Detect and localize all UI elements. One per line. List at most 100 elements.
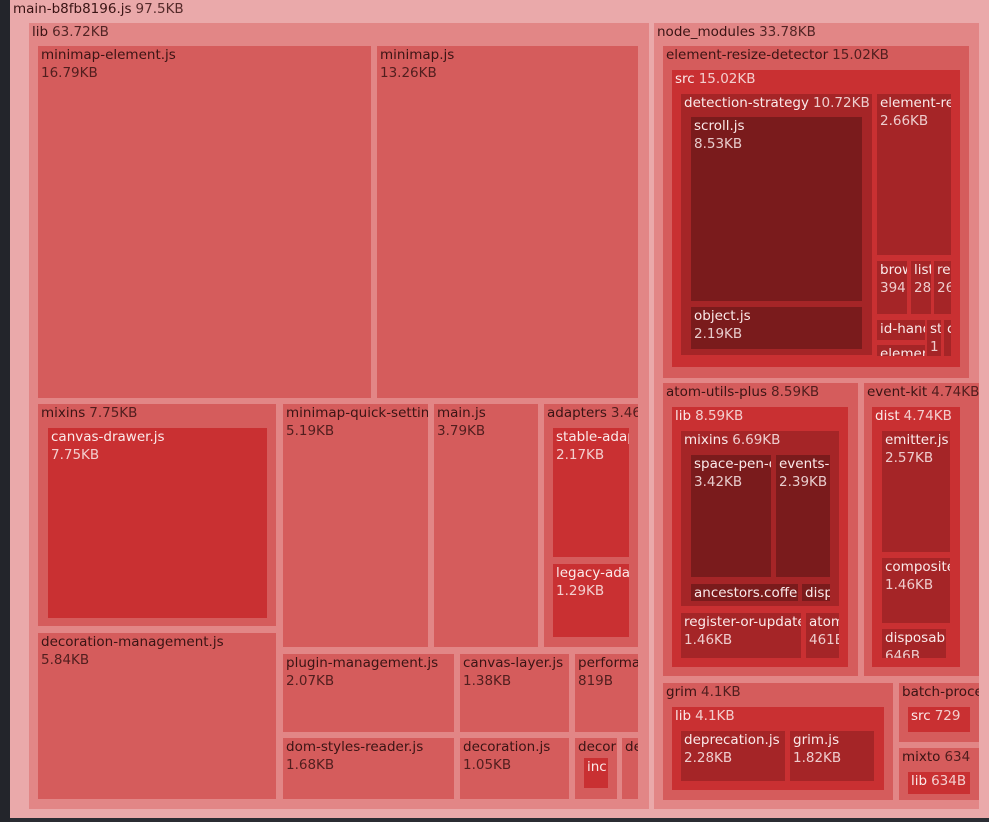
node-name: mixins [684, 432, 729, 448]
node-size: 4.74KB [931, 384, 979, 400]
treemap-node-reporter[interactable]: reporter 26 [934, 261, 951, 314]
treemap-node-label: dist 4.74KB [875, 407, 952, 425]
treemap-node-element-resize-detector-js[interactable]: element-resize-detector.js 2.66KB [877, 94, 951, 255]
treemap-node-dom-styles-reader-js[interactable]: dom-styles-reader.js 1.68KB [283, 738, 454, 799]
treemap-node-label: element-resize-detector 15.02KB [666, 46, 889, 64]
node-size: 8.59KB [695, 408, 744, 424]
treemap-node-label: c [947, 320, 951, 338]
node-name: lib [911, 773, 928, 789]
treemap-node-include[interactable]: include [584, 758, 608, 788]
node-size: 63.72KB [52, 24, 109, 40]
node-name: canvas-layer.js [463, 655, 564, 671]
treemap-node-label: events-delegation 2.39KB [779, 455, 830, 491]
treemap-node-disp[interactable]: disp [802, 584, 830, 601]
node-name: stable-adapter.js [556, 429, 629, 445]
node-size: 6.69KB [732, 432, 781, 448]
node-size: 16.79KB [41, 65, 98, 81]
node-name: element-utils [880, 346, 925, 356]
treemap-node-lib[interactable]: lib 634B [908, 772, 970, 794]
node-name: main.js [437, 405, 486, 421]
treemap-node-composite-disposable-js[interactable]: composite-disposable.js 1.46KB [882, 558, 950, 623]
treemap-node-label: decoration-management.js 5.84KB [41, 633, 224, 669]
node-size: 8.59KB [771, 384, 820, 400]
treemap-node-decoration-js[interactable]: decoration.js 1.05KB [460, 738, 569, 799]
node-size: 1.46KB [684, 632, 733, 648]
treemap-node-label: src 15.02KB [675, 70, 755, 88]
node-name: atom-utils-plus [666, 384, 768, 400]
treemap-node-canvas-layer-js[interactable]: canvas-layer.js 1.38KB [460, 654, 569, 732]
treemap-node-canvas-drawer-js[interactable]: canvas-drawer.js 7.75KB [48, 428, 267, 618]
node-name: event-kit [867, 384, 928, 400]
node-size: 2.28KB [684, 750, 733, 766]
node-size: 1.05KB [463, 757, 512, 773]
treemap-node-main-js[interactable]: main.js 3.79KB [434, 404, 538, 647]
treemap-node-c[interactable]: c [944, 320, 951, 356]
node-name: disposable.js [885, 630, 946, 646]
node-name: lib [675, 408, 692, 424]
treemap-node-legacy-adapter-js[interactable]: legacy-adapter.js 1.29KB [553, 564, 629, 637]
node-name: events-delegation [779, 456, 830, 472]
treemap-node-state[interactable]: state 1 [927, 320, 941, 356]
treemap-node-minimap-element-js[interactable]: minimap-element.js 16.79KB [38, 46, 371, 398]
treemap-node-label: register-or-update 1.46KB [684, 613, 801, 649]
treemap-node-deprecation-js[interactable]: deprecation.js 2.28KB [681, 731, 785, 781]
treemap-node-label: de [625, 738, 638, 756]
treemap-node-space-pen-dom-methods[interactable]: space-pen-dom-methods 3.42KB [691, 455, 771, 577]
treemap-node-decoration-management-js[interactable]: decoration-management.js 5.84KB [38, 633, 276, 799]
treemap-node-stable-adapter-js[interactable]: stable-adapter.js 2.17KB [553, 428, 629, 557]
node-name: deprecation.js [684, 732, 780, 748]
treemap-node-label: node_modules 33.78KB [657, 23, 816, 41]
node-name: state [930, 321, 941, 337]
node-name: performance [578, 655, 638, 671]
treemap-node-browser-detector[interactable]: browser-detector 394B [877, 261, 907, 314]
treemap-node-scroll-js[interactable]: scroll.js 8.53KB [691, 117, 862, 301]
treemap-node-object-js[interactable]: object.js 2.19KB [691, 307, 862, 349]
node-size: 8.53KB [694, 136, 743, 152]
node-size: 1.82KB [793, 750, 842, 766]
node-size: 4.1KB [701, 684, 741, 700]
treemap-node-minimap-quick-settings[interactable]: minimap-quick-settings 5.19KB [283, 404, 428, 647]
node-name: detection-strategy [684, 95, 809, 111]
treemap-node-emitter-js[interactable]: emitter.js 2.57KB [882, 431, 950, 552]
node-name: ancestors.coffee [694, 585, 798, 601]
treemap-node-id-handler[interactable]: id-handler [877, 320, 925, 340]
node-size: 7.75KB [89, 405, 138, 421]
node-name: lib [32, 24, 49, 40]
node-name: lib [675, 708, 692, 724]
treemap-node-ancestors-coffee[interactable]: ancestors.coffee [691, 584, 798, 601]
treemap-node-events-delegation[interactable]: events-delegation 2.39KB [776, 455, 830, 577]
treemap-node-label: lib 63.72KB [32, 23, 109, 41]
treemap-node-grim-js[interactable]: grim.js 1.82KB [790, 731, 874, 781]
treemap-node-register-or-update[interactable]: register-or-update 1.46KB [681, 613, 801, 658]
treemap-node-plugin-management-js[interactable]: plugin-management.js 2.07KB [283, 654, 454, 732]
treemap-node-label: decorations [578, 738, 617, 756]
treemap-node-de[interactable]: de [622, 738, 638, 799]
treemap-node-label: deprecation.js 2.28KB [684, 731, 780, 767]
treemap-node-performance[interactable]: performance 819B [575, 654, 638, 732]
treemap-node-label: lib 4.1KB [675, 707, 735, 725]
node-size: 97.5KB [135, 1, 184, 17]
node-size: 28 [914, 280, 931, 296]
treemap-node-listener-handler[interactable]: listener-handler 28 [911, 261, 931, 314]
treemap-node-label: mixins 7.75KB [41, 404, 137, 422]
node-name: legacy-adapter.js [556, 565, 629, 581]
treemap-node-src[interactable]: src 729 [908, 707, 970, 732]
treemap-node-minimap-js[interactable]: minimap.js 13.26KB [377, 46, 638, 398]
treemap-node-label: minimap.js 13.26KB [380, 46, 454, 82]
node-name: mixto [902, 749, 941, 765]
treemap-node-element-utils[interactable]: element-utils [877, 345, 925, 356]
node-size: 394B [880, 280, 907, 296]
treemap-node-label: grim 4.1KB [666, 683, 741, 701]
treemap-node-disposable-js[interactable]: disposable.js 646B [882, 629, 946, 658]
node-name: disp [805, 585, 830, 601]
node-name: space-pen-dom-methods [694, 456, 771, 472]
treemap-node-atom[interactable]: atom 461B [806, 613, 839, 658]
treemap-node-label: main.js 3.79KB [437, 404, 486, 440]
left-edge-strip [0, 0, 10, 822]
node-name: dist [875, 408, 900, 424]
node-size: 3.42KB [694, 474, 743, 490]
node-name: canvas-drawer.js [51, 429, 165, 445]
treemap-node-label: grim.js 1.82KB [793, 731, 841, 767]
